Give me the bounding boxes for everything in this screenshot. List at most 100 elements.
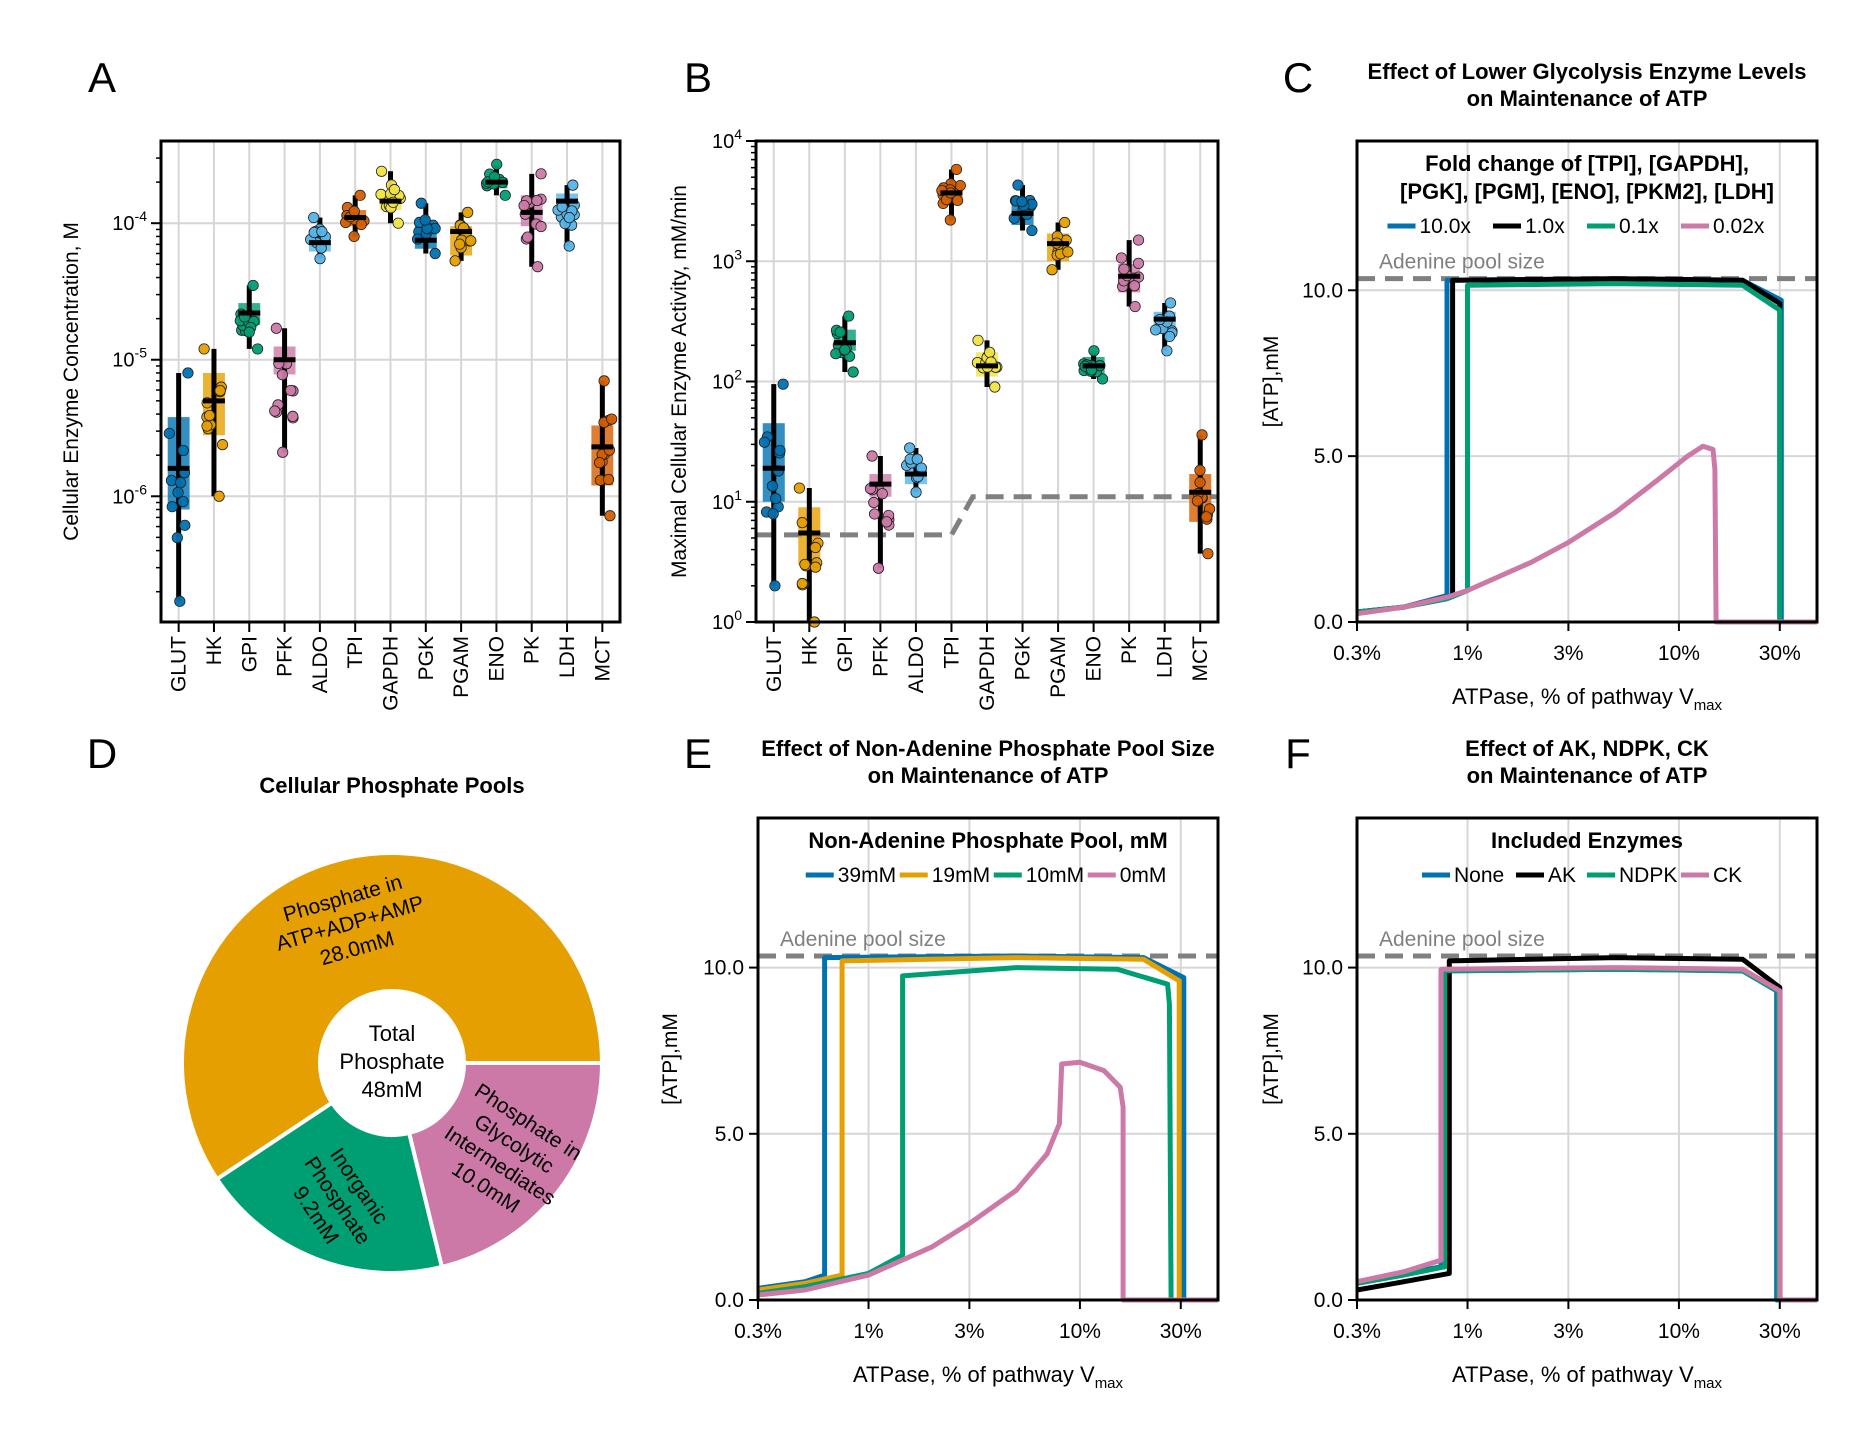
data-point — [182, 367, 194, 379]
data-point — [954, 179, 966, 192]
data-point — [598, 375, 610, 387]
legend-label: None — [1454, 864, 1504, 887]
x-tick-label: TPI — [940, 636, 963, 669]
panel-b-box-plot: B 100 101 102 103 104 GLUT HK GPI PFK ALDO TPI GAPDH… — [668, 54, 1220, 711]
x-tick-label: 0.3% — [734, 1320, 782, 1343]
y-tick-label: 103 — [712, 246, 742, 273]
legend-label: 1.0x — [1525, 215, 1565, 238]
data-point — [348, 205, 360, 217]
data-point — [766, 480, 779, 492]
data-point — [1062, 246, 1074, 258]
data-point — [769, 580, 781, 592]
data-point — [535, 168, 547, 180]
y-tick-label: 101 — [712, 487, 742, 514]
data-point — [388, 184, 401, 196]
data-point — [567, 179, 579, 191]
data-point — [462, 206, 474, 218]
data-point — [277, 446, 289, 458]
x-axis-label: ATPase, % of pathway Vmax — [1452, 684, 1723, 714]
data-point — [375, 165, 388, 177]
data-point — [518, 199, 530, 212]
panel-f-line-chart: F Effect of AK, NDPK, CK on Maintenance of… — [1260, 730, 1819, 1392]
data-point — [866, 450, 878, 462]
y-tick-label: 0.0 — [1314, 1289, 1343, 1312]
y-tick-label: 5.0 — [1314, 445, 1343, 468]
x-tick-label: 30% — [1160, 1320, 1202, 1343]
legend-label: CK — [1713, 864, 1742, 887]
series-line-ck — [1356, 965, 1817, 1303]
data-point — [876, 488, 888, 500]
y-tick-label: 10.0 — [703, 957, 744, 980]
series-line-ak — [1356, 955, 1817, 1303]
x-tick-label: ENO — [485, 636, 508, 682]
x-axis-label: ATPase, % of pathway Vmax — [853, 1362, 1124, 1392]
data-point — [491, 158, 503, 170]
y-tick-label: 10-5 — [112, 345, 147, 372]
legend-label: AK — [1548, 864, 1576, 887]
x-tick-label: 30% — [1759, 1320, 1801, 1343]
chart-title: Cellular Phosphate Pools — [259, 773, 524, 798]
data-point — [1132, 257, 1145, 269]
y-tick-label: 5.0 — [1314, 1123, 1343, 1146]
data-point — [563, 240, 575, 252]
x-tick-label: ALDO — [905, 636, 928, 693]
data-point — [872, 562, 885, 574]
data-point — [354, 189, 366, 201]
data-point — [1164, 297, 1177, 309]
x-tick-label: LDH — [556, 636, 579, 678]
y-tick-label: 0.0 — [715, 1289, 744, 1312]
data-point — [287, 410, 299, 422]
data-point — [770, 492, 782, 505]
data-point — [1118, 263, 1130, 275]
data-point — [177, 444, 189, 457]
data-point — [767, 508, 779, 520]
y-tick-label: 10.0 — [1302, 279, 1343, 302]
data-point — [251, 343, 264, 355]
data-point — [989, 381, 1001, 393]
data-point — [1161, 345, 1173, 357]
data-point — [1128, 280, 1140, 292]
data-point — [174, 595, 186, 607]
legend-label: NDPK — [1619, 864, 1677, 887]
data-point — [809, 541, 822, 554]
x-tick-label: PGAM — [450, 636, 473, 698]
y-tick-label: 10-4 — [112, 208, 147, 235]
y-tick-label: 102 — [712, 367, 742, 394]
panel-letter-d: D — [87, 730, 117, 777]
x-tick-label: GAPDH — [380, 636, 403, 711]
data-point — [198, 343, 210, 355]
data-point — [166, 501, 178, 513]
data-point — [758, 436, 771, 448]
data-point — [1200, 511, 1213, 523]
x-tick-label: GPI — [238, 636, 261, 672]
panel-letter-e: E — [684, 730, 712, 777]
data-point — [847, 366, 859, 378]
data-point — [163, 427, 175, 439]
donut-slice — [214, 1100, 445, 1275]
data-point — [355, 218, 367, 231]
data-point — [314, 253, 326, 265]
plot-frame — [1355, 816, 1819, 1302]
data-point — [839, 344, 851, 356]
data-point — [1163, 330, 1176, 343]
x-tick-label: 3% — [1553, 642, 1583, 665]
data-point — [1202, 548, 1214, 560]
series-line-39mm — [757, 953, 1218, 1303]
data-point — [203, 409, 216, 422]
panel-letter-c: C — [1283, 54, 1313, 101]
data-point — [944, 214, 956, 226]
data-point — [214, 385, 226, 397]
x-tick-label: PK — [1118, 636, 1141, 664]
data-point — [1194, 464, 1206, 476]
data-point — [1191, 495, 1204, 507]
chart-title: Effect of AK, NDPK, CK on Maintenance of … — [1465, 736, 1709, 788]
legend-label: 10mM — [1026, 864, 1084, 887]
donut-center-label: Total Phosphate 48mM — [339, 1021, 444, 1102]
x-tick-label: PK — [521, 636, 544, 664]
data-point — [535, 220, 547, 233]
x-tick-label: MCT — [1189, 636, 1212, 682]
x-tick-label: 10% — [1658, 1320, 1700, 1343]
adenine-pool-label: Adenine pool size — [1379, 928, 1545, 951]
data-point — [881, 516, 893, 528]
series-line-0mm — [757, 1059, 1218, 1303]
